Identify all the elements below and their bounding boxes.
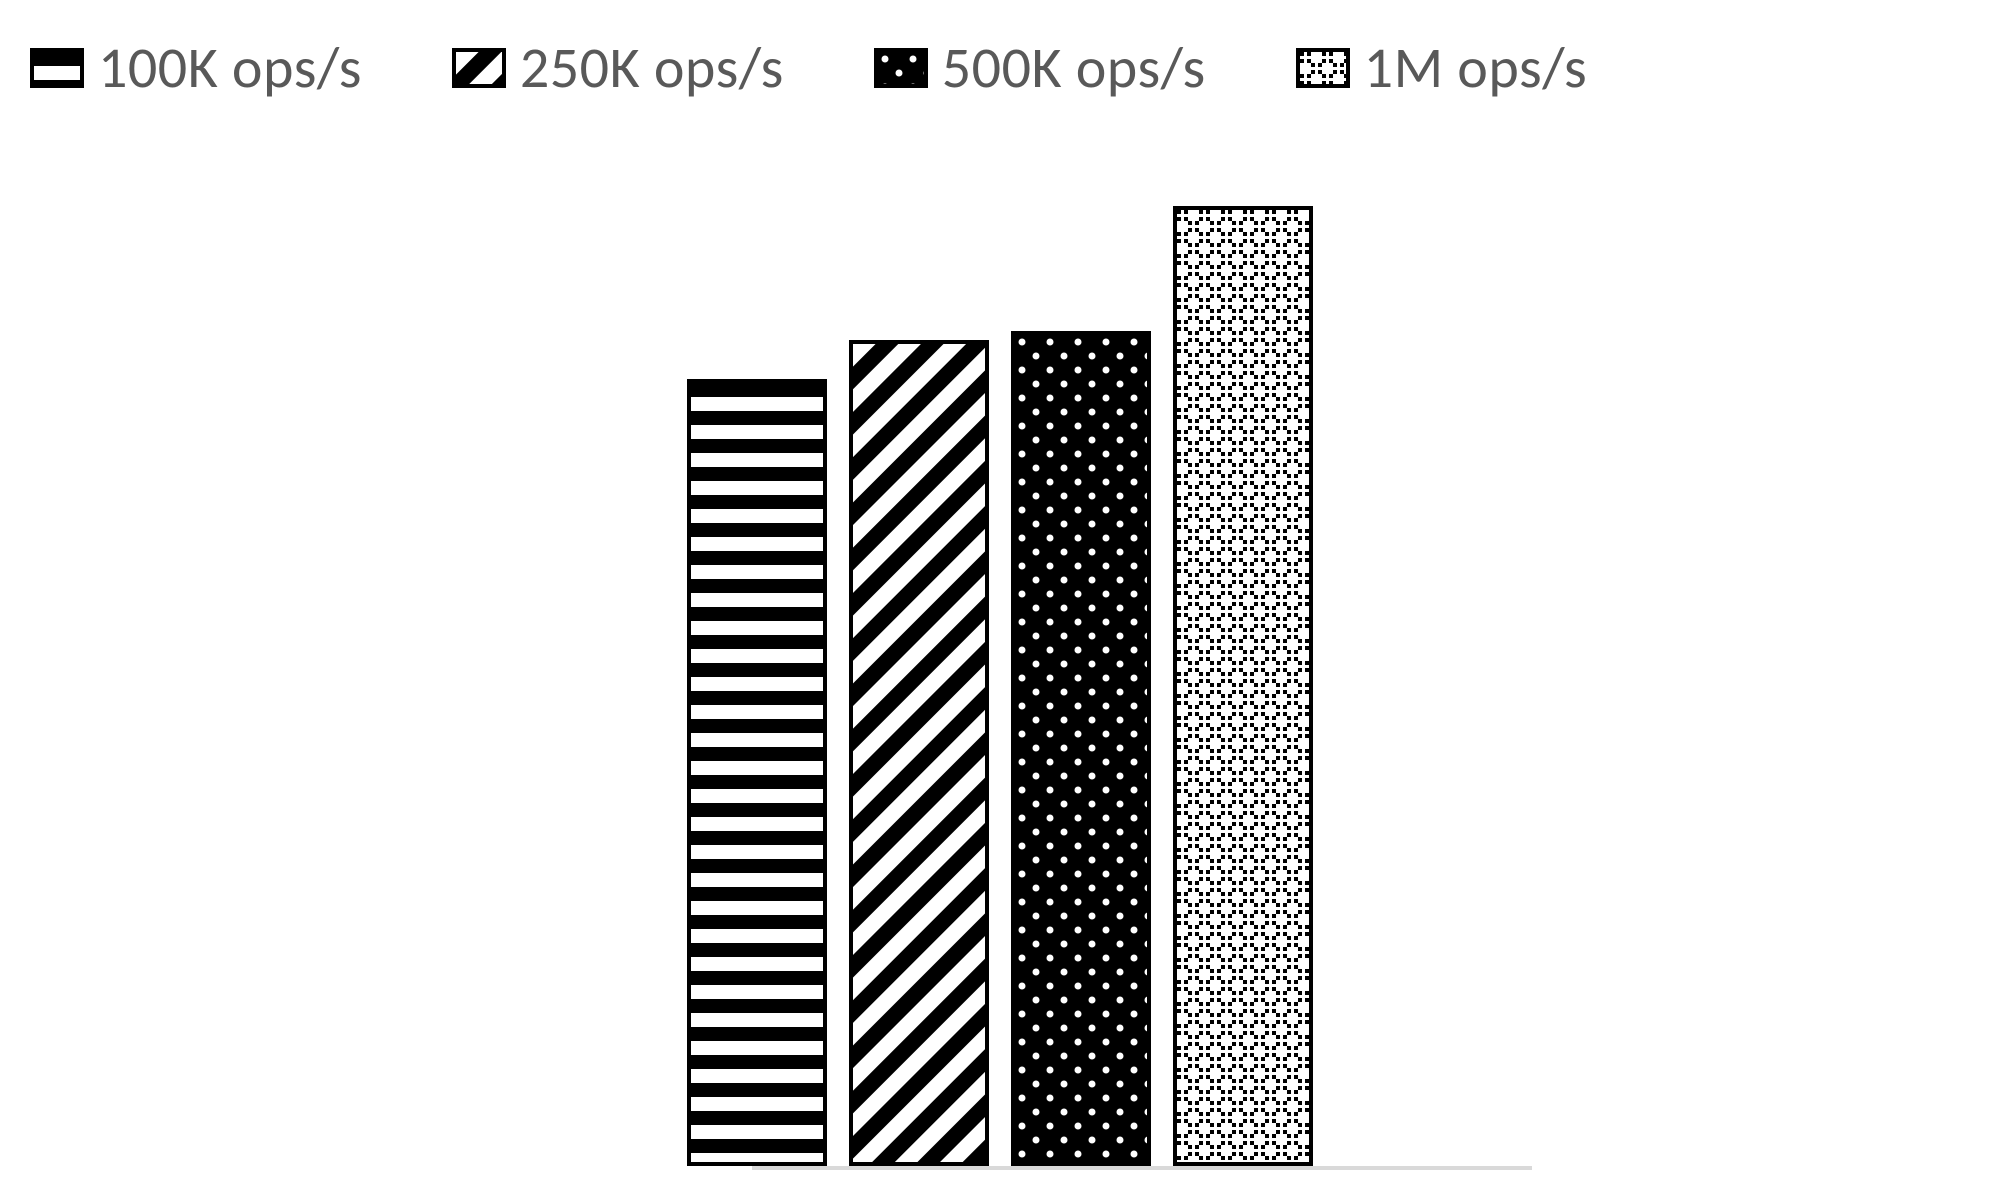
- legend-label: 1M ops/s: [1364, 32, 1588, 103]
- legend: 100K ops/s 250K ops/s 500K ops/s 1M ops/…: [30, 32, 1587, 103]
- bar-fill-diag-stripes-icon: [853, 344, 985, 1162]
- bar-chart: 100K ops/s 250K ops/s 500K ops/s 1M ops/…: [0, 0, 2000, 1194]
- legend-swatch-dots-dark-icon: [874, 48, 928, 88]
- legend-label: 250K ops/s: [520, 32, 784, 103]
- legend-item: 500K ops/s: [874, 32, 1206, 103]
- legend-swatch-h-stripes-icon: [30, 48, 84, 88]
- legend-swatch-crosshatch-icon: [1296, 48, 1350, 88]
- bar-500k: [1011, 331, 1151, 1166]
- legend-label: 500K ops/s: [942, 32, 1206, 103]
- bar-fill-h-stripes-icon: [691, 383, 823, 1162]
- legend-item: 100K ops/s: [30, 32, 362, 103]
- bar-fill-crosshatch-icon: [1177, 210, 1309, 1162]
- bar-100k: [687, 379, 827, 1166]
- legend-swatch-diag-stripes-icon: [452, 48, 506, 88]
- bars-group: [687, 206, 1313, 1166]
- legend-label: 100K ops/s: [98, 32, 362, 103]
- plot-area: [0, 206, 2000, 1166]
- bar-fill-dots-dark-icon: [1015, 335, 1147, 1162]
- legend-item: 250K ops/s: [452, 32, 784, 103]
- bar-1m: [1173, 206, 1313, 1166]
- bar-250k: [849, 340, 989, 1166]
- legend-item: 1M ops/s: [1296, 32, 1588, 103]
